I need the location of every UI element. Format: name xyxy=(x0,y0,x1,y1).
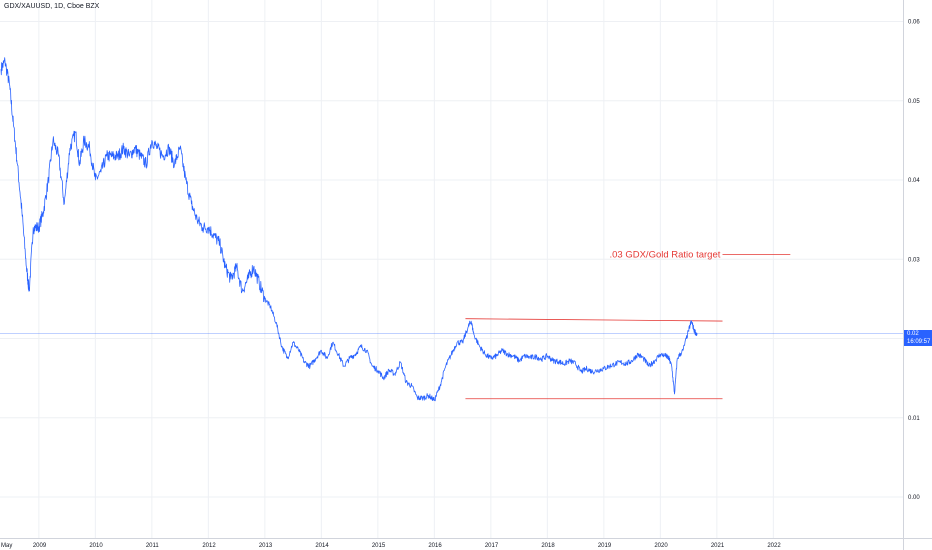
grid-layer xyxy=(0,0,903,538)
x-tick-label: 2015 xyxy=(372,543,386,549)
x-tick-label: 2012 xyxy=(202,543,216,549)
current-price-badge: 0.02 xyxy=(904,329,932,338)
x-tick-label: 2011 xyxy=(146,543,160,549)
x-tick-label: 2009 xyxy=(33,543,47,549)
x-tick-label: 2016 xyxy=(428,543,442,549)
x-tick-label: 2021 xyxy=(711,543,725,549)
y-tick-label: 0.05 xyxy=(908,99,920,105)
x-tick-label: 2014 xyxy=(315,543,329,549)
range-trendline[interactable] xyxy=(465,318,723,322)
x-tick-label: 2017 xyxy=(485,543,499,549)
y-tick-label: 0.03 xyxy=(908,257,920,263)
x-tick-label: 2010 xyxy=(89,543,103,549)
x-tick-label: 2018 xyxy=(541,543,555,549)
x-tick-label: 2020 xyxy=(654,543,668,549)
symbol-title[interactable]: GDX/XAUUSD, 1D, Cboe BZX xyxy=(4,3,100,10)
price-series-line xyxy=(0,57,698,402)
x-tick-label: 2019 xyxy=(598,543,612,549)
y-tick-label: 0.01 xyxy=(908,416,920,422)
x-tick-label: May xyxy=(1,543,12,549)
annotation-layer[interactable]: .03 GDX/Gold Ratio target xyxy=(465,249,791,400)
target-annotation-text[interactable]: .03 GDX/Gold Ratio target xyxy=(610,249,721,260)
bar-countdown-badge: 16:09:57 xyxy=(904,337,932,346)
y-tick-label: 0.04 xyxy=(908,178,920,184)
x-tick-label: 2013 xyxy=(259,543,273,549)
y-tick-label: 0.06 xyxy=(908,20,920,26)
x-tick-label: 2022 xyxy=(767,543,781,549)
y-tick-label: 0.00 xyxy=(908,495,920,501)
series-layer xyxy=(0,57,903,402)
